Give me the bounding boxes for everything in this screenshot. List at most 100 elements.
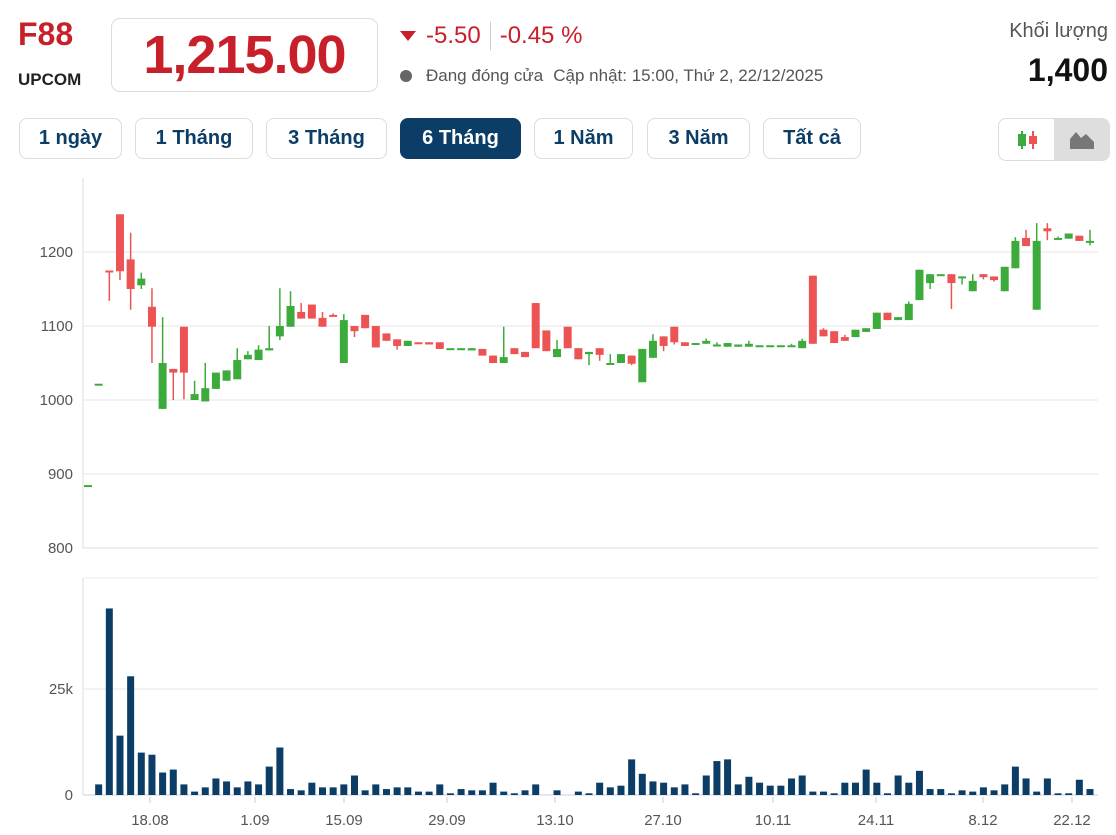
candle-up (712, 344, 721, 347)
volume-bar (1054, 793, 1062, 795)
volume-bar (191, 791, 199, 795)
range-button-6-tháng[interactable]: 6 Tháng (400, 118, 521, 159)
candle-up (766, 345, 775, 348)
volume-tick-label: 0 (65, 787, 73, 804)
range-button-tất-cả[interactable]: Tất cả (763, 118, 861, 159)
x-tick-label: 15.09 (325, 812, 363, 829)
candle-down (808, 275, 817, 344)
volume-bar (340, 784, 348, 795)
candle-up (190, 394, 199, 400)
volume-bar (766, 785, 774, 795)
candle-down (393, 339, 402, 346)
range-button-1-tháng[interactable]: 1 Tháng (135, 118, 253, 159)
candlestick-icon (1017, 130, 1037, 149)
volume-bar (446, 793, 454, 795)
candle-up (585, 351, 593, 355)
volume-bar (95, 784, 103, 795)
range-button-1-ngày[interactable]: 1 ngày (19, 118, 122, 159)
price-tick-label: 1000 (40, 392, 73, 409)
candle-down (435, 342, 444, 349)
candle-down (105, 270, 114, 273)
candle-down (819, 329, 828, 337)
candle-down (329, 314, 338, 317)
change-value: -5.50 (426, 22, 481, 49)
candle-up (936, 274, 945, 277)
candle-up (723, 343, 732, 347)
candle-down (947, 274, 956, 284)
volume-bar (702, 775, 710, 795)
candle-down (670, 326, 679, 343)
volume-bar (660, 782, 668, 795)
candle-up (1011, 240, 1020, 269)
x-tick-label: 27.10 (644, 812, 682, 829)
volume-bar (1065, 793, 1073, 795)
range-button-1-năm[interactable]: 1 Năm (534, 118, 633, 159)
volume-bar (926, 789, 934, 795)
volume-bar (404, 787, 412, 795)
candle-up (158, 363, 167, 409)
candle-down (883, 312, 892, 321)
candle-down (510, 348, 519, 355)
candle-up (499, 357, 508, 363)
volume-bar (1033, 791, 1041, 795)
volume-bar (1075, 779, 1083, 795)
volume-bar (414, 791, 422, 795)
volume-bar (105, 608, 113, 795)
volume-bar (382, 789, 390, 795)
candle-down (147, 306, 156, 327)
volume-bar (478, 790, 486, 795)
area-chart-toggle-button[interactable] (1054, 119, 1109, 160)
volume-bar (1022, 778, 1030, 795)
down-triangle-icon (400, 31, 416, 41)
volume-bar (393, 787, 401, 795)
volume-bar (159, 772, 167, 795)
candle-up (275, 326, 284, 337)
candle-up (403, 340, 412, 346)
volume-bar (969, 791, 977, 795)
volume-bar (777, 785, 785, 795)
candle-up (606, 363, 615, 365)
range-button-3-năm[interactable]: 3 Năm (647, 118, 750, 159)
candle-up (958, 276, 967, 279)
divider (489, 22, 491, 50)
volume-bar (990, 790, 998, 795)
candle-down (1075, 235, 1084, 241)
volume-bar (681, 784, 689, 795)
candle-up (616, 354, 625, 363)
candle-down (595, 348, 604, 355)
volume-bar (883, 793, 891, 795)
volume-bar (798, 775, 806, 795)
volume-bar (329, 787, 337, 795)
volume-bar (1086, 789, 1094, 795)
price-change: -5.50 -0.45 % (400, 22, 582, 50)
candle-down (1043, 228, 1052, 232)
volume-bar (873, 782, 881, 795)
volume-bar (457, 789, 465, 795)
volume-bar (532, 784, 540, 795)
volume-bar (606, 787, 614, 795)
candlestick-toggle-button[interactable] (999, 119, 1054, 160)
volume-bar (297, 790, 305, 795)
volume-bar (500, 791, 508, 795)
volume-bar (361, 790, 369, 795)
candle-up (137, 278, 146, 286)
volume-bar (958, 790, 966, 795)
candle-down (478, 348, 487, 356)
volume-bar (287, 789, 295, 795)
volume-bar (809, 791, 817, 795)
candle-up (862, 328, 871, 332)
range-button-3-tháng[interactable]: 3 Tháng (266, 118, 387, 159)
candle-up (286, 306, 295, 327)
candle-up (1032, 240, 1041, 310)
candle-down (840, 337, 849, 341)
candle-up (553, 348, 562, 358)
candle-down (627, 355, 636, 364)
volume-bar (574, 791, 582, 795)
volume-bar (308, 782, 316, 795)
volume-bar (692, 793, 700, 795)
x-tick-label: 18.08 (131, 812, 169, 829)
volume-bar (905, 782, 913, 795)
price-volume-chart[interactable]: 1200 1100 1000 900 800 25k 0 18.08 1.09 15.09 29.0… (0, 170, 1116, 835)
candle-down (659, 336, 668, 346)
candle-down (1022, 237, 1031, 247)
